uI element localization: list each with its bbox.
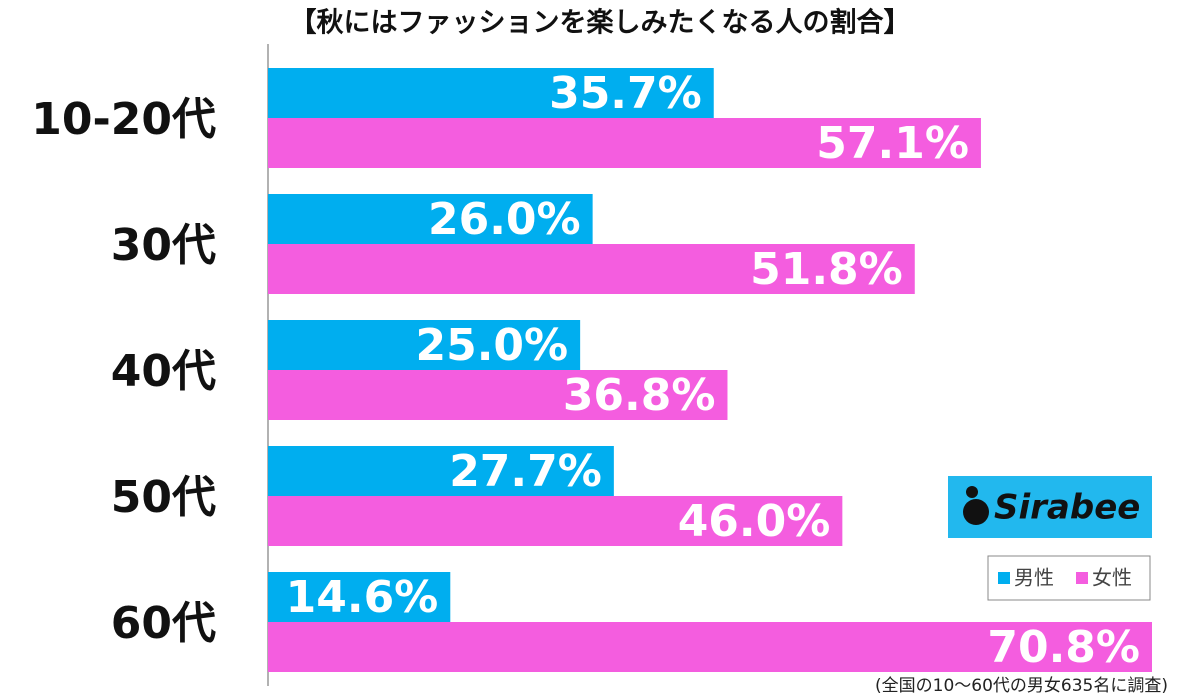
logo-text: Sirabee <box>994 488 1140 528</box>
bar <box>268 446 614 496</box>
bar <box>268 496 843 546</box>
legend-swatch <box>1076 572 1088 584</box>
bar <box>268 68 714 118</box>
value-label: 51.8% <box>750 244 903 295</box>
value-label: 14.6% <box>286 572 439 623</box>
y-tick-label: 30代 <box>111 220 216 271</box>
bar <box>268 118 981 168</box>
legend-label: 男性 <box>1014 566 1054 590</box>
y-tick-label: 50代 <box>111 472 216 523</box>
value-label: 46.0% <box>678 496 831 547</box>
y-tick-label: 40代 <box>111 346 216 397</box>
logo-icon <box>963 499 989 525</box>
value-label: 25.0% <box>415 320 568 371</box>
chart-title: 【秋にはファッションを楽しみたくなる人の割合】 <box>290 7 911 39</box>
value-label: 35.7% <box>549 68 702 119</box>
legend-swatch <box>998 572 1010 584</box>
legend-label: 女性 <box>1092 566 1132 590</box>
value-label: 36.8% <box>563 370 716 421</box>
bar <box>268 370 728 420</box>
y-tick-label: 60代 <box>111 598 216 649</box>
value-label: 70.8% <box>987 622 1140 673</box>
bar <box>268 194 593 244</box>
value-label: 27.7% <box>449 446 602 497</box>
bar <box>268 320 581 370</box>
bar <box>268 244 915 294</box>
value-label: 26.0% <box>428 194 581 245</box>
legend-box <box>987 555 1151 601</box>
logo: Sirabee <box>948 476 1152 538</box>
footnote: (全国の10〜60代の男女635名に調査) <box>875 676 1168 696</box>
bar <box>268 572 451 622</box>
logo-icon <box>966 486 978 498</box>
y-tick-label: 10-20代 <box>31 94 216 145</box>
bar <box>268 622 1152 672</box>
value-label: 57.1% <box>816 118 969 169</box>
